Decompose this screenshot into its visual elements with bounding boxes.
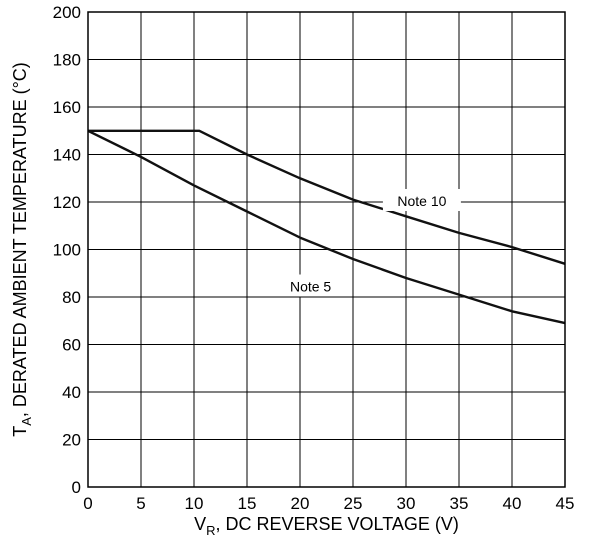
annotation-label: Note 10 — [397, 193, 446, 209]
y-tick-label: 180 — [53, 51, 81, 70]
y-tick-label: 60 — [62, 336, 81, 355]
x-tick-label: 30 — [397, 494, 416, 513]
annotation-label: Note 5 — [290, 279, 331, 295]
annotation-box — [382, 189, 461, 211]
x-tick-label: 15 — [238, 494, 257, 513]
y-tick-label: 40 — [62, 383, 81, 402]
y-tick-label: 200 — [53, 3, 81, 22]
x-tick-label: 20 — [291, 494, 310, 513]
series-line-1 — [88, 129, 566, 265]
y-tick-label: 100 — [53, 241, 81, 260]
y-tick-labels: 0 20 40 60 80 100 120 140 160 180 200 — [53, 3, 81, 497]
y-axis-label: TA, DERATED AMBIENT TEMPERATURE (°C) — [10, 62, 34, 437]
plot-frame — [87, 11, 566, 488]
y-tick-label: 20 — [62, 431, 81, 450]
y-axis-label-rest: , DERATED AMBIENT TEMPERATURE (°C) — [10, 62, 30, 417]
y-tick-label: 80 — [62, 288, 81, 307]
x-tick-label: 45 — [556, 494, 575, 513]
x-axis-label-main: V — [194, 514, 206, 534]
y-tick-label: 120 — [53, 193, 81, 212]
x-tick-label: 25 — [344, 494, 363, 513]
x-axis-label: VR, DC REVERSE VOLTAGE (V) — [194, 514, 459, 538]
x-tick-label: 5 — [136, 494, 145, 513]
x-axis-label-rest: , DC REVERSE VOLTAGE (V) — [216, 514, 459, 534]
x-tick-label: 35 — [450, 494, 469, 513]
y-axis-label-sub: A — [19, 417, 34, 426]
y-tick-label: 160 — [53, 98, 81, 117]
x-tick-label: 40 — [503, 494, 522, 513]
series-line-2 — [87, 129, 566, 325]
x-tick-label: 10 — [185, 494, 204, 513]
x-tick-labels: 0 5 10 15 20 25 30 35 40 45 — [83, 494, 574, 513]
y-tick-label: 0 — [72, 478, 81, 497]
y-tick-label: 140 — [53, 146, 81, 165]
x-tick-label: 0 — [83, 494, 92, 513]
series-lines — [87, 129, 566, 325]
y-axis-label-main: T — [10, 426, 30, 437]
x-axis-label-sub: R — [206, 523, 215, 538]
annotations: Note 10 Note 5 — [275, 189, 461, 297]
annotation-box — [275, 274, 346, 297]
